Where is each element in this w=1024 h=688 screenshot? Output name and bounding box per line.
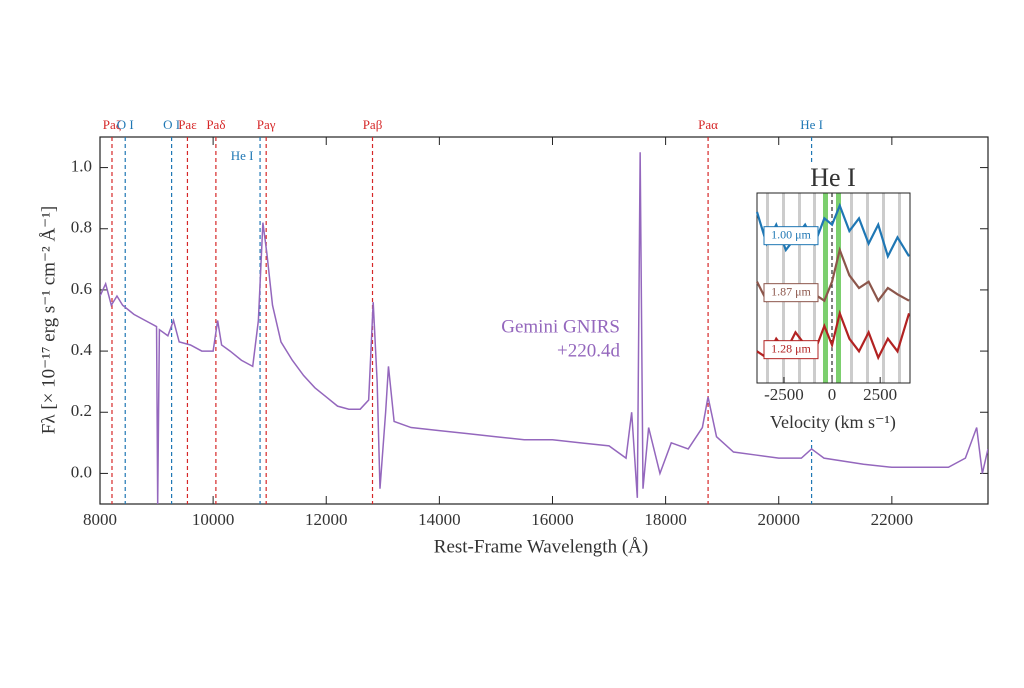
- x-tick-label: 20000: [757, 510, 800, 529]
- inset-frame: [756, 192, 911, 384]
- x-tick-label: 10000: [192, 510, 235, 529]
- line-label: Paδ: [206, 117, 225, 132]
- y-axis-label: Fλ [× 10⁻¹⁷ erg s⁻¹ cm⁻² Å⁻¹]: [38, 206, 59, 434]
- annotation: +220.4d: [557, 340, 620, 361]
- line-label: O I: [163, 117, 180, 132]
- line-label: Paζ: [103, 117, 122, 132]
- y-tick-label: 0.2: [71, 401, 92, 420]
- inset-x-label: Velocity (km s⁻¹): [770, 412, 896, 433]
- line-label: Paε: [178, 117, 197, 132]
- inset-title: He I: [810, 163, 855, 192]
- x-tick-label: 14000: [418, 510, 461, 529]
- legend-label: 1.28 μm: [771, 341, 811, 355]
- y-tick-label: 0.4: [71, 340, 93, 359]
- x-tick-label: 18000: [644, 510, 687, 529]
- x-axis-label: Rest-Frame Wavelength (Å): [434, 536, 648, 557]
- x-tick-label: 22000: [871, 510, 914, 529]
- legend-label: 1.87 μm: [771, 284, 811, 298]
- inset-x-tick-label: 0: [828, 385, 837, 404]
- y-tick-label: 0.8: [71, 218, 92, 237]
- inset-x-tick-label: 2500: [863, 385, 897, 404]
- legend-box: [763, 340, 819, 360]
- legend-box: [763, 283, 819, 303]
- inset-x-tick-label: -2500: [764, 385, 804, 404]
- legend-label: 1.00 μm: [771, 227, 811, 241]
- x-tick-label: 12000: [305, 510, 348, 529]
- x-tick-label: 8000: [83, 510, 117, 529]
- line-label: Paγ: [257, 117, 276, 132]
- spectrum-line: [100, 152, 988, 504]
- y-tick-label: 0.0: [71, 462, 92, 481]
- line-label: O I: [117, 117, 134, 132]
- annotation: Gemini GNIRS: [501, 316, 620, 337]
- x-tick-label: 16000: [531, 510, 574, 529]
- line-label: He I: [800, 117, 823, 132]
- y-tick-label: 1.0: [71, 156, 92, 175]
- plot-frame: [99, 136, 989, 505]
- line-label: Paβ: [363, 117, 383, 132]
- legend-box: [763, 226, 819, 246]
- line-label: He I: [231, 148, 254, 163]
- line-label: Paα: [698, 117, 718, 132]
- y-tick-label: 0.6: [71, 279, 92, 298]
